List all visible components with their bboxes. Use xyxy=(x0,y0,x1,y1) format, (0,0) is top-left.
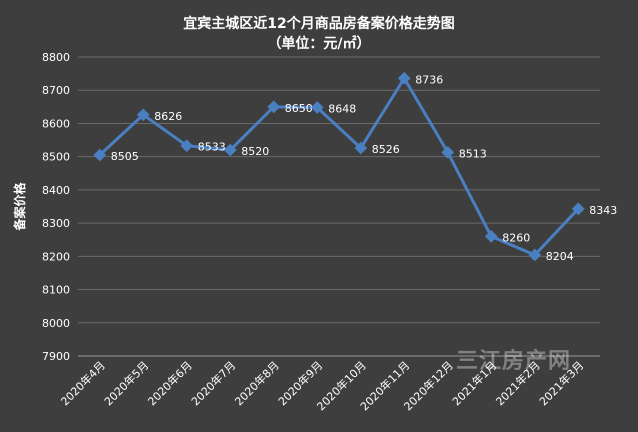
data-point xyxy=(397,71,411,85)
y-tick-label: 8400 xyxy=(42,184,70,197)
x-tick-label: 2020年8月 xyxy=(232,358,282,408)
x-tick-label: 2020年5月 xyxy=(101,358,151,408)
y-tick-label: 8800 xyxy=(42,51,70,64)
y-tick-label: 8700 xyxy=(42,84,70,97)
data-point xyxy=(310,101,324,114)
chart-title: 宜宾主城区近12个月商品房备案价格走势图 xyxy=(183,16,455,32)
x-tick-label: 2020年6月 xyxy=(145,358,195,408)
x-tick-label: 2020年7月 xyxy=(188,358,238,408)
data-point xyxy=(93,148,107,162)
chart-subtitle: （单位：元/㎡） xyxy=(267,36,371,52)
data-label: 8520 xyxy=(241,145,269,158)
y-tick-label: 8500 xyxy=(42,151,70,164)
data-label: 8204 xyxy=(546,250,574,263)
data-point xyxy=(136,108,150,122)
y-axis-label: 备案价格 xyxy=(12,182,27,232)
data-label: 8260 xyxy=(502,231,530,244)
data-point xyxy=(484,230,498,243)
data-label: 8513 xyxy=(459,147,487,160)
x-tick-label: 2020年4月 xyxy=(58,358,108,408)
data-point xyxy=(354,141,368,155)
data-label: 8626 xyxy=(154,110,182,123)
y-tick-label: 8600 xyxy=(42,117,70,130)
data-label: 8505 xyxy=(111,150,139,163)
data-point xyxy=(180,139,194,153)
data-label: 8526 xyxy=(372,143,400,156)
watermark-logo: 三江房产网 xyxy=(456,349,572,374)
data-point xyxy=(267,100,281,114)
data-label: 8648 xyxy=(328,102,356,115)
data-label: 8650 xyxy=(285,102,313,115)
data-label: 8343 xyxy=(589,204,617,217)
y-tick-label: 8000 xyxy=(42,317,70,330)
series-line xyxy=(98,76,580,257)
data-label: 8736 xyxy=(415,73,443,86)
y-tick-label: 8300 xyxy=(42,217,70,230)
data-label: 8533 xyxy=(198,141,226,154)
data-point xyxy=(223,143,237,157)
y-tick-label: 8100 xyxy=(42,284,70,297)
y-tick-label: 8200 xyxy=(42,250,70,263)
y-tick-label: 7900 xyxy=(42,350,70,363)
data-point xyxy=(441,145,455,159)
